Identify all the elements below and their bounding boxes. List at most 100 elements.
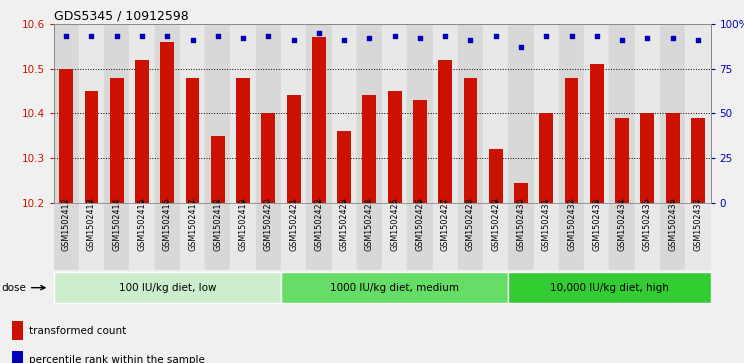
Point: [591, 33, 603, 39]
Text: transformed count: transformed count: [29, 326, 126, 336]
Bar: [135, 60, 149, 203]
Text: GDS5345 / 10912598: GDS5345 / 10912598: [54, 9, 188, 23]
Bar: [407, 203, 432, 270]
Bar: [382, 24, 407, 203]
Bar: [357, 203, 382, 270]
Bar: [155, 203, 180, 270]
Bar: [160, 41, 174, 203]
Bar: [609, 203, 635, 270]
Bar: [483, 203, 508, 270]
Bar: [256, 203, 281, 270]
Bar: [584, 24, 609, 203]
Bar: [514, 183, 528, 203]
Text: 10,000 IU/kg diet, high: 10,000 IU/kg diet, high: [550, 283, 669, 293]
Bar: [110, 77, 124, 203]
Point: [515, 44, 527, 50]
Bar: [615, 118, 629, 203]
Bar: [332, 203, 357, 270]
Bar: [660, 24, 685, 203]
Bar: [559, 203, 584, 270]
Bar: [104, 24, 129, 203]
Bar: [635, 24, 660, 203]
Bar: [539, 113, 554, 203]
Bar: [407, 24, 432, 203]
Bar: [12, 351, 23, 363]
Point: [237, 35, 249, 41]
Bar: [508, 24, 533, 203]
Bar: [60, 69, 73, 203]
Text: 1000 IU/kg diet, medium: 1000 IU/kg diet, medium: [330, 283, 459, 293]
Bar: [236, 77, 250, 203]
Bar: [458, 24, 483, 203]
Bar: [307, 203, 332, 270]
Bar: [205, 24, 231, 203]
FancyBboxPatch shape: [508, 272, 711, 303]
Bar: [54, 203, 79, 270]
Bar: [533, 24, 559, 203]
Bar: [256, 24, 281, 203]
Point: [111, 33, 123, 39]
Bar: [261, 113, 275, 203]
Bar: [312, 37, 326, 203]
Point: [187, 37, 199, 43]
Bar: [281, 203, 307, 270]
Point: [540, 33, 552, 39]
Point: [86, 33, 97, 39]
Text: percentile rank within the sample: percentile rank within the sample: [29, 355, 205, 363]
Point: [212, 33, 224, 39]
Bar: [281, 24, 307, 203]
Bar: [483, 24, 508, 203]
Bar: [12, 321, 23, 340]
Bar: [666, 113, 679, 203]
Bar: [79, 203, 104, 270]
Point: [161, 33, 173, 39]
Bar: [388, 91, 402, 203]
Point: [364, 35, 376, 41]
Bar: [458, 203, 483, 270]
Bar: [559, 24, 584, 203]
Bar: [635, 203, 660, 270]
Bar: [432, 203, 458, 270]
Text: dose: dose: [1, 283, 45, 293]
Bar: [609, 24, 635, 203]
Text: 100 IU/kg diet, low: 100 IU/kg diet, low: [118, 283, 216, 293]
Bar: [362, 95, 376, 203]
Point: [565, 33, 577, 39]
Bar: [231, 24, 256, 203]
Bar: [432, 24, 458, 203]
Point: [388, 33, 400, 39]
Point: [288, 37, 300, 43]
Bar: [508, 203, 533, 270]
Bar: [129, 203, 155, 270]
Bar: [382, 203, 407, 270]
Point: [414, 35, 426, 41]
Bar: [590, 64, 604, 203]
Point: [616, 37, 628, 43]
Bar: [337, 131, 351, 203]
Point: [136, 33, 148, 39]
Bar: [129, 24, 155, 203]
Point: [339, 37, 350, 43]
Bar: [357, 24, 382, 203]
Bar: [180, 24, 205, 203]
Point: [692, 37, 704, 43]
Point: [464, 37, 476, 43]
Point: [60, 33, 72, 39]
Bar: [464, 77, 478, 203]
Point: [439, 33, 451, 39]
Bar: [231, 203, 256, 270]
Bar: [660, 203, 685, 270]
Bar: [205, 203, 231, 270]
Bar: [489, 149, 503, 203]
Bar: [211, 136, 225, 203]
Bar: [185, 77, 199, 203]
Point: [313, 30, 325, 36]
Bar: [685, 24, 711, 203]
Point: [263, 33, 275, 39]
Bar: [641, 113, 654, 203]
Point: [667, 35, 679, 41]
Bar: [565, 77, 579, 203]
Bar: [332, 24, 357, 203]
Bar: [533, 203, 559, 270]
Bar: [54, 24, 79, 203]
